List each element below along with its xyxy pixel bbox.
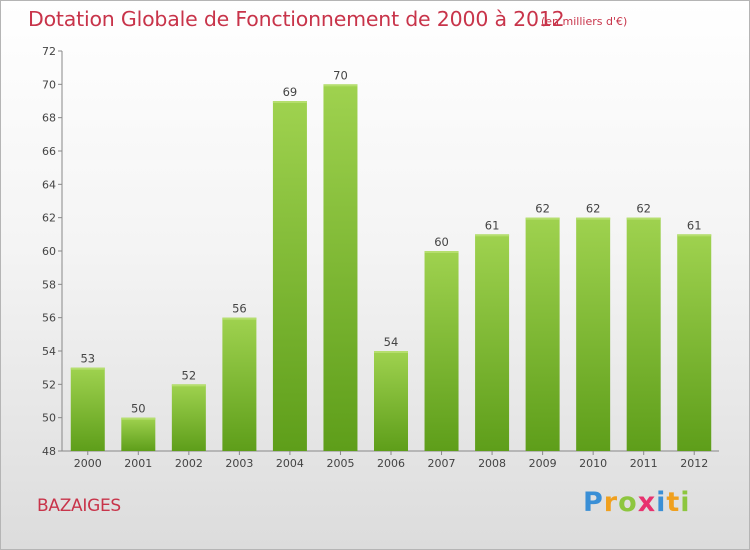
bar-top-edge xyxy=(576,217,611,220)
logo-letter: r xyxy=(603,487,619,518)
bar-top-edge xyxy=(222,317,257,320)
logo-letter: i xyxy=(656,487,667,518)
y-tick-label: 68 xyxy=(42,112,56,125)
x-tick-label: 2008 xyxy=(478,457,506,470)
bar-value-label: 62 xyxy=(586,202,601,216)
bar-value-label: 62 xyxy=(535,202,550,216)
unit-note: (en milliers d'€) xyxy=(541,15,628,28)
bar xyxy=(475,234,510,451)
bar-top-edge xyxy=(171,384,206,387)
bar-value-label: 53 xyxy=(80,352,95,366)
bar-value-label: 54 xyxy=(384,335,399,349)
bar-value-label: 56 xyxy=(232,302,247,316)
x-tick-label: 2003 xyxy=(225,457,253,470)
bar-top-edge xyxy=(475,234,510,237)
x-tick-label: 2001 xyxy=(124,457,152,470)
x-tick-label: 2002 xyxy=(175,457,203,470)
y-tick-label: 50 xyxy=(42,412,56,425)
y-tick-label: 72 xyxy=(42,45,56,58)
bar-value-label: 61 xyxy=(485,218,500,232)
y-tick-label: 62 xyxy=(42,212,56,225)
logo-letter: o xyxy=(618,487,638,518)
bar xyxy=(323,84,358,451)
bar-value-label: 62 xyxy=(636,202,651,216)
y-tick-label: 60 xyxy=(42,245,56,258)
chart-title: Dotation Globale de Fonctionnement de 20… xyxy=(28,7,565,31)
axes: 48 50 52 54 56 58 60 62 64 66 68 70 72 2000 2001 2002 20… xyxy=(42,45,719,470)
x-tick-label: 2010 xyxy=(579,457,607,470)
x-tick-label: 2011 xyxy=(630,457,658,470)
x-tick-label: 2006 xyxy=(377,457,405,470)
bar-top-edge xyxy=(626,217,661,220)
bar-value-label: 52 xyxy=(182,368,197,382)
place-name: BAZAIGES xyxy=(37,496,121,516)
logo-letter: x xyxy=(637,487,657,518)
bar-top-edge xyxy=(677,234,712,237)
x-tick-label: 2005 xyxy=(326,457,354,470)
bar xyxy=(70,367,105,451)
x-tick-label: 2012 xyxy=(680,457,708,470)
bar xyxy=(424,251,459,451)
bar xyxy=(272,101,307,451)
bar-top-edge xyxy=(525,217,560,220)
bar-value-label: 69 xyxy=(283,85,298,99)
y-tick-label: 56 xyxy=(42,312,56,325)
y-tick-label: 64 xyxy=(42,178,56,191)
x-tick-label: 2007 xyxy=(428,457,456,470)
bar xyxy=(374,351,408,451)
bar-top-edge xyxy=(121,417,156,420)
proxiti-logo: Proxiti xyxy=(583,487,691,518)
bar xyxy=(222,317,257,451)
bar xyxy=(626,217,661,451)
bar xyxy=(121,417,156,451)
bar xyxy=(677,234,712,451)
y-tick-label: 70 xyxy=(42,78,56,91)
x-tick-label: 2004 xyxy=(276,457,304,470)
bar xyxy=(171,384,206,451)
logo-letter: i xyxy=(680,487,691,518)
y-tick-label: 48 xyxy=(42,445,56,458)
bar xyxy=(525,217,560,451)
y-tick-label: 52 xyxy=(42,378,56,391)
bar-value-label: 61 xyxy=(687,218,702,232)
bar-top-edge xyxy=(272,101,307,103)
bar-top-edge xyxy=(70,367,105,370)
logo-letter: t xyxy=(666,487,681,518)
x-tick-label: 2000 xyxy=(74,457,102,470)
x-tick-label: 2009 xyxy=(529,457,557,470)
bar-top-edge xyxy=(424,251,459,253)
bar xyxy=(576,217,611,451)
bar-value-label: 50 xyxy=(131,402,146,416)
bar-top-edge xyxy=(374,351,408,353)
logo-letter: P xyxy=(583,487,604,518)
y-tick-label: 66 xyxy=(42,145,56,158)
bars: 53 50 52 56 69 70 54 60 61 62 62 62 61 xyxy=(70,68,712,451)
y-tick-label: 54 xyxy=(42,345,56,358)
bar-top-edge xyxy=(323,84,358,87)
y-tick-label: 58 xyxy=(42,278,56,291)
bar-value-label: 70 xyxy=(333,68,348,82)
bar-value-label: 60 xyxy=(434,235,449,249)
